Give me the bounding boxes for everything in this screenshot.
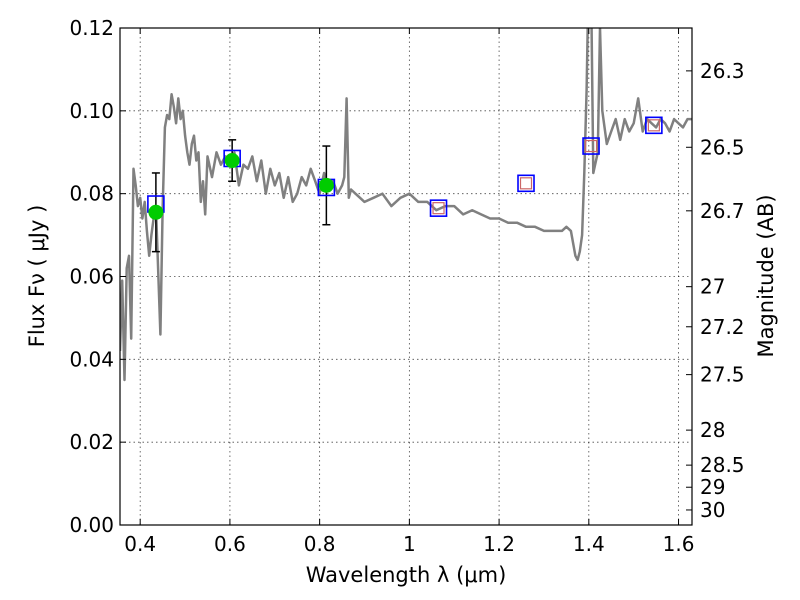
magnitude-tick-label: 26.7 <box>700 199 745 223</box>
magnitude-tick-label: 30 <box>700 498 725 522</box>
y-tick-label: 0.12 <box>69 16 114 40</box>
y-tick-label: 0.02 <box>69 430 114 454</box>
magnitude-tick-label: 26.3 <box>700 59 745 83</box>
predicted-point <box>519 177 533 190</box>
magnitude-tick-label: 27 <box>700 275 725 299</box>
observed-point <box>148 204 164 220</box>
predicted-point <box>432 202 445 215</box>
magnitude-tick-label: 28.5 <box>700 453 745 477</box>
magnitude-tick-label: 26.5 <box>700 135 745 159</box>
y-axis-label: Flux Fν ( μJy ) <box>25 205 49 348</box>
plot-area <box>120 28 692 382</box>
magnitude-tick-label: 27.5 <box>700 363 745 387</box>
model-photometry-box <box>429 199 448 217</box>
observed-point <box>224 153 240 169</box>
magnitude-tick-label: 29 <box>700 475 725 499</box>
y-tick-label: 0.10 <box>69 99 114 123</box>
x-tick-label: 1.2 <box>483 532 515 556</box>
x-tick-label: 0.6 <box>214 532 246 556</box>
x-axis-label: Wavelength λ (μm) <box>306 563 507 587</box>
x-tick-label: 0.4 <box>124 532 156 556</box>
x-tick-label: 1.4 <box>573 532 605 556</box>
magnitude-tick-label: 28 <box>700 418 725 442</box>
predicted-point <box>647 119 660 132</box>
y-tick-label: 0.00 <box>69 513 114 537</box>
axis-ticks: 0.4 0.6 0.8 1 1.2 1.4 1.6 0.00 0.02 0.04 0.06 0.08 0… <box>69 16 744 556</box>
y-tick-label: 0.06 <box>69 265 114 289</box>
observed-point <box>318 177 334 193</box>
x-tick-label: 0.8 <box>304 532 336 556</box>
predicted-point <box>584 139 598 153</box>
right-axis-label: Magnitude (AB) <box>754 194 778 357</box>
y-tick-label: 0.08 <box>69 182 114 206</box>
x-tick-label: 1.6 <box>663 532 695 556</box>
magnitude-tick-label: 27.2 <box>700 315 745 339</box>
model-photometry-box <box>582 137 600 155</box>
y-tick-label: 0.04 <box>69 347 114 371</box>
model-photometry-box <box>517 174 535 193</box>
model-photometry-box <box>645 116 663 135</box>
x-tick-label: 1 <box>403 532 416 556</box>
